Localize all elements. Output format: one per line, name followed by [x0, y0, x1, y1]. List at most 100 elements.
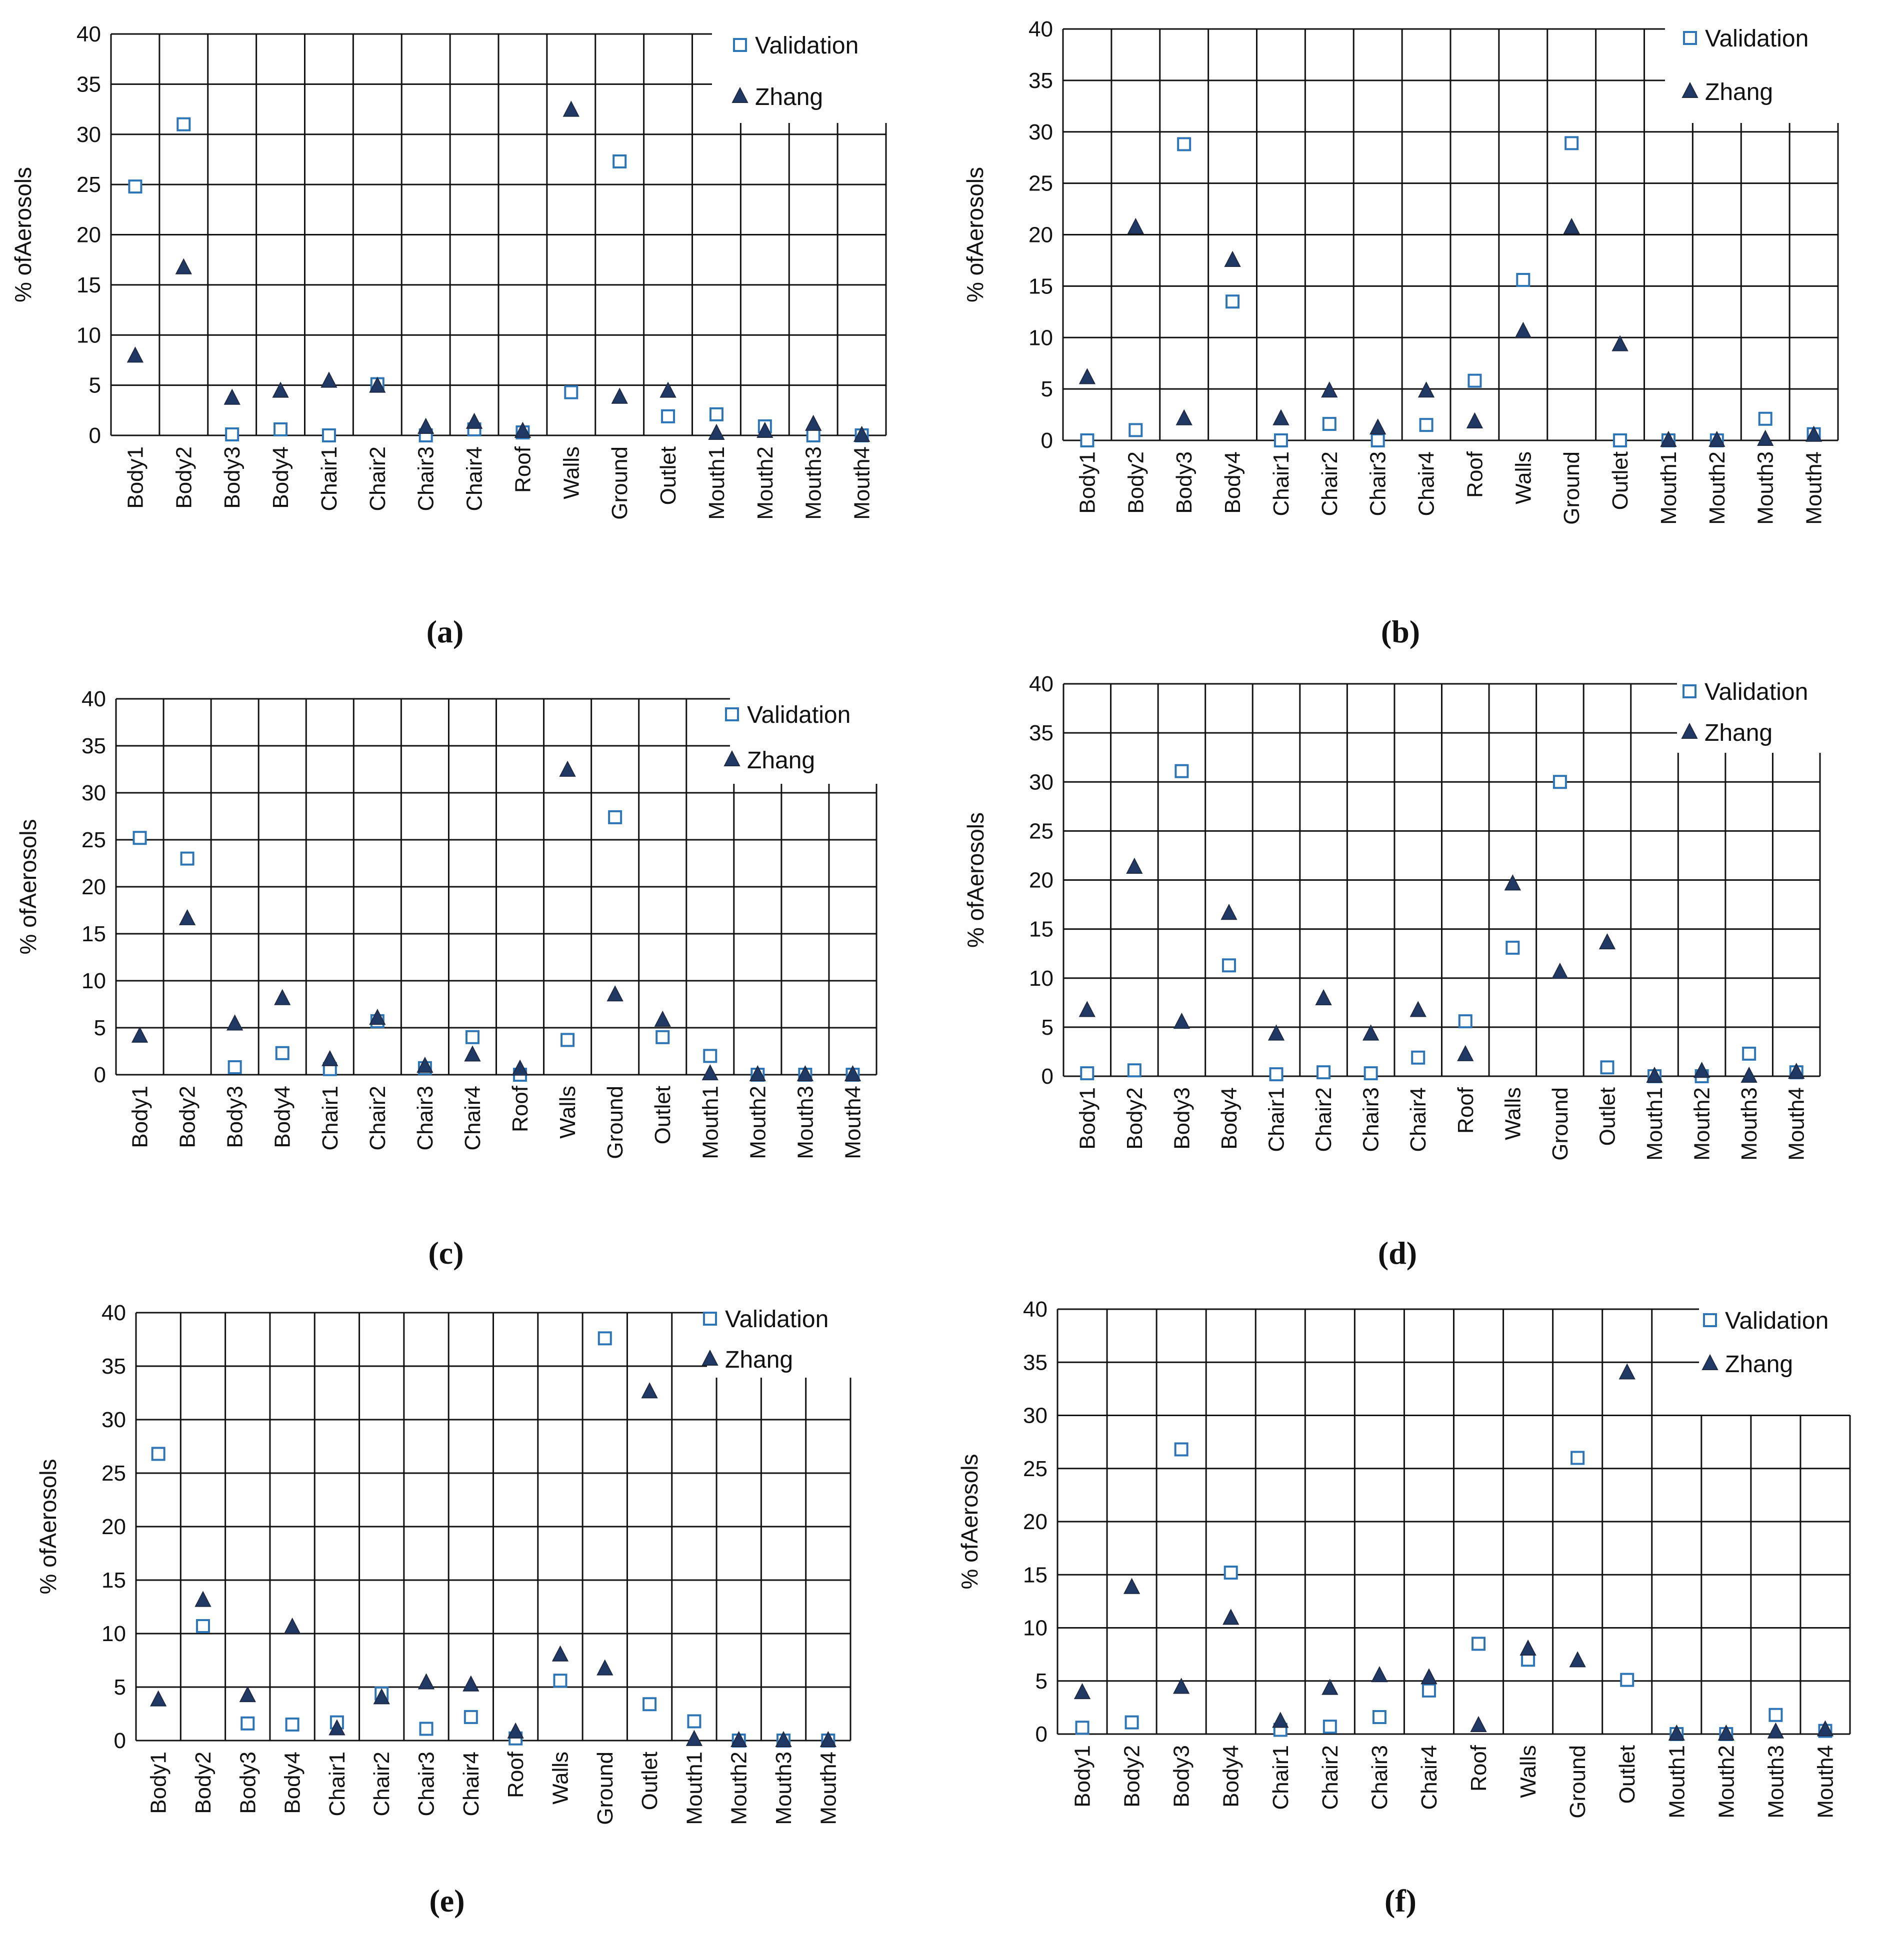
x-tick-label-f: Mouth2 [1714, 1745, 1738, 1819]
zhang-point-c [464, 1045, 481, 1062]
y-tick-label-d: 10 [1029, 966, 1054, 991]
zhang-point-a [853, 425, 870, 442]
legend-zhang-icon [732, 86, 748, 103]
validation-point-b [1128, 423, 1143, 437]
zhang-point-f [1816, 1720, 1834, 1737]
validation-point-d [1364, 1066, 1378, 1081]
x-tick-label-b: Walls [1511, 451, 1536, 504]
zhang-point-b [1466, 412, 1484, 428]
y-tick-label-b: 40 [1028, 17, 1053, 41]
zhang-point-d [1504, 874, 1521, 891]
chart-panel-e: 0 5 10 15 20 25 30 35 40 Body1 Body2 Body3 Body4 Chai… [35, 1301, 852, 1919]
validation-point-f [1372, 1710, 1386, 1724]
y-tick-label-c: 5 [94, 1016, 106, 1040]
x-tick-label-e: Mouth2 [727, 1752, 752, 1825]
zhang-point-c [844, 1065, 862, 1081]
zhang-point-b [1078, 368, 1096, 384]
zhang-point-f [1767, 1722, 1784, 1739]
x-tick-label-e: Ground [593, 1752, 618, 1825]
y-tick-label-a: 25 [76, 172, 101, 197]
x-tick-label-b: Body2 [1124, 451, 1148, 514]
x-tick-label-e: Mouth3 [772, 1752, 796, 1825]
x-tick-label-f: Ground [1566, 1745, 1590, 1819]
legend-zhang-icon [724, 750, 740, 766]
validation-point-d [1458, 1014, 1472, 1029]
validation-point-b [1468, 373, 1482, 388]
legend-zhang-icon [702, 1349, 718, 1366]
y-tick-label-f: 30 [1023, 1404, 1048, 1428]
x-tick-label-c: Mouth3 [793, 1086, 818, 1159]
zhang-point-c [796, 1065, 814, 1081]
zhang-point-b [1708, 430, 1726, 447]
x-tick-label-e: Body2 [191, 1752, 216, 1814]
y-tick-label-c: 30 [82, 781, 106, 805]
x-tick-label-f: Body1 [1070, 1745, 1095, 1808]
y-tick-label-d: 40 [1029, 672, 1054, 696]
y-tick-label-d: 30 [1029, 770, 1054, 794]
zhang-point-a [756, 421, 774, 438]
legend-label-a: Validation [755, 32, 858, 59]
validation-point-e [642, 1697, 657, 1712]
panel-caption-f: (f) [1384, 1883, 1416, 1919]
x-tick-label-c: Mouth2 [746, 1086, 770, 1159]
zhang-point-a [708, 423, 725, 440]
x-tick-label-f: Chair4 [1417, 1745, 1442, 1810]
y-tick-label-b: 0 [1041, 428, 1053, 453]
y-tick-label-e: 10 [102, 1622, 126, 1646]
validation-point-d [1080, 1066, 1094, 1081]
validation-point-f [1768, 1708, 1783, 1722]
legend-label-c: Zhang [747, 747, 815, 774]
zhang-point-a [805, 414, 822, 431]
x-tick-label-b: Body1 [1075, 451, 1100, 514]
validation-point-c [465, 1030, 480, 1044]
y-tick-label-b: 25 [1028, 171, 1053, 196]
x-tick-label-a: Chair3 [414, 446, 438, 511]
x-tick-label-c: Chair4 [460, 1086, 485, 1151]
zhang-point-f [1618, 1363, 1636, 1380]
y-axis-label-f: % ofAerosols [956, 1454, 982, 1589]
x-tick-label-e: Body3 [236, 1752, 260, 1814]
zhang-point-b [1370, 418, 1386, 435]
legend-zhang-icon [1682, 81, 1698, 98]
x-tick-label-d: Body2 [1122, 1087, 1147, 1150]
zhang-point-b [1418, 381, 1435, 398]
zhang-point-a [272, 381, 289, 398]
x-tick-label-e: Roof [504, 1751, 528, 1798]
zhang-point-b [1563, 217, 1580, 234]
zhang-point-a [126, 346, 144, 363]
zhang-point-b [1224, 250, 1241, 267]
x-tick-label-d: Outlet [1595, 1087, 1620, 1146]
validation-point-e [151, 1447, 166, 1461]
x-tick-label-b: Mouth3 [1754, 451, 1778, 525]
validation-point-b [1370, 433, 1385, 447]
zhang-point-d [1410, 1001, 1426, 1017]
x-tick-label-f: Mouth1 [1664, 1745, 1689, 1819]
zhang-point-e [418, 1673, 435, 1690]
x-tick-label-b: Ground [1560, 451, 1584, 525]
legend-label-f: Zhang [1725, 1351, 1793, 1378]
zhang-point-f [1222, 1609, 1240, 1625]
validation-point-c [703, 1049, 718, 1063]
zhang-point-e [596, 1659, 614, 1676]
zhang-point-c [274, 989, 291, 1005]
x-tick-label-e: Body4 [280, 1752, 305, 1814]
y-tick-label-f: 35 [1023, 1350, 1048, 1375]
zhang-point-c [606, 985, 624, 1002]
zhang-point-d [1552, 962, 1568, 979]
x-tick-label-a: Body3 [220, 446, 244, 509]
x-tick-label-d: Body1 [1075, 1087, 1100, 1150]
zhang-point-e [150, 1690, 167, 1707]
y-tick-label-e: 5 [114, 1675, 126, 1700]
x-tick-label-b: Roof [1462, 451, 1487, 498]
zhang-point-a [224, 388, 240, 405]
zhang-point-c [322, 1050, 338, 1066]
zhang-point-d [1740, 1066, 1758, 1083]
validation-point-a [612, 154, 627, 168]
zhang-point-e [239, 1686, 256, 1703]
y-tick-label-d: 25 [1029, 819, 1054, 843]
x-tick-label-d: Mouth3 [1737, 1087, 1762, 1161]
validation-point-a [225, 427, 240, 441]
x-tick-label-f: Body4 [1219, 1745, 1244, 1808]
y-tick-label-f: 15 [1023, 1563, 1048, 1587]
zhang-point-b [1272, 409, 1290, 425]
